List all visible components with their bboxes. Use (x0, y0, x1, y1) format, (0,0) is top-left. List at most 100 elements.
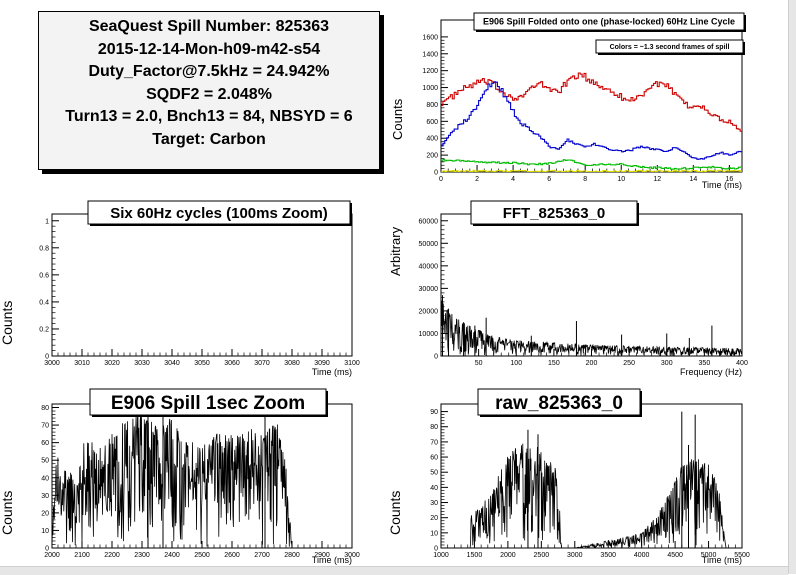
y-tick-label: 40 (430, 485, 438, 492)
series-line (441, 72, 742, 132)
y-tick-label: 1000 (422, 85, 438, 92)
y-tick-label: 0.4 (39, 299, 49, 306)
x-tick-label: 2400 (164, 552, 180, 559)
target: Target: Carbon (152, 130, 266, 148)
y-tick-label: 10 (430, 530, 438, 537)
x-tick-label: 1500 (467, 552, 483, 559)
window-edge-right (788, 0, 796, 574)
title-box (477, 388, 641, 416)
x-tick-label: 6 (547, 176, 551, 183)
x-tick-label: 3020 (104, 360, 120, 367)
y-tick-label: 200 (426, 153, 438, 160)
y-tick-label: 60 (430, 455, 438, 462)
y-tick-label: 20 (41, 510, 49, 517)
y-tick-label: 50 (430, 470, 438, 477)
series-trace (441, 300, 742, 356)
plot-frame (440, 213, 743, 357)
y-tick-label: 0.2 (39, 326, 49, 333)
y-tick-label: 1600 (422, 34, 438, 41)
x-tick-label: 2100 (74, 552, 90, 559)
chart-fft: 0 10000 20000 30000 40000 50000 60000 50 100 150 2… (388, 200, 748, 377)
chart-folded: 0 200 400 600 800 1000 1200 1400 1600 0 2 4 6 8 10 12 14… (390, 12, 746, 190)
x-tick-label: 10 (617, 176, 625, 183)
y-tick-label: 60000 (419, 218, 439, 225)
x-tick-label: 200 (586, 360, 598, 367)
x-tick-label: 350 (699, 360, 711, 367)
y-tick-label: 50 (41, 458, 49, 465)
y-tick-label: 20000 (419, 308, 439, 315)
spill-number: SeaQuest Spill Number: 825363 (88, 18, 330, 35)
x-tick-label: 12 (653, 176, 661, 183)
sqdf2: SQDF2 = 2.048% (146, 85, 272, 103)
y-tick-label: 600 (426, 119, 438, 126)
x-tick-label: 3040 (164, 360, 180, 367)
y-tick-label: 80 (41, 405, 49, 412)
title-box (89, 388, 327, 416)
x-tick-label: 4500 (667, 552, 683, 559)
series-line (441, 81, 742, 160)
x-tick-label: 8 (583, 176, 587, 183)
y-tick-label: 30000 (419, 286, 439, 293)
title-box (87, 200, 351, 225)
x-tick-label: 16 (725, 176, 733, 183)
x-axis-title: Frequency (Hz) (680, 367, 742, 377)
x-tick-label: 14 (689, 176, 697, 183)
y-tick-label: 90 (430, 409, 438, 416)
y-axis-title: Counts (0, 301, 15, 345)
duty-factor: Duty_Factor@7.5kHz = 24.942% (88, 63, 330, 80)
x-tick-label: 3100 (344, 360, 360, 367)
y-tick-label: 0.8 (39, 245, 49, 252)
x-tick-label: 2200 (104, 552, 120, 559)
x-tick-label: 2500 (534, 552, 550, 559)
y-tick-label: 1200 (422, 68, 438, 75)
y-tick-label: 800 (426, 102, 438, 109)
plot-frame (51, 213, 353, 357)
x-tick-label: 2000 (44, 552, 60, 559)
x-tick-label: 1000 (433, 552, 449, 559)
x-tick-label: 2300 (134, 552, 150, 559)
y-tick-label: 60 (41, 440, 49, 447)
y-tick-label: 10 (41, 528, 49, 535)
y-tick-label: 30 (430, 500, 438, 507)
y-axis-title: Counts (387, 491, 403, 535)
y-tick-label: 1400 (422, 51, 438, 58)
series-line (441, 169, 742, 172)
x-tick-label: 2600 (224, 552, 240, 559)
x-tick-label: 2000 (500, 552, 516, 559)
x-tick-label: 3010 (74, 360, 90, 367)
x-tick-label: 3090 (314, 360, 330, 367)
y-tick-label: 0 (434, 354, 438, 361)
y-tick-label: 400 (426, 136, 438, 143)
spill-info-box: SeaQuest Spill Number: 825363 2015-12-14… (38, 11, 380, 170)
y-axis-title: Counts (390, 98, 405, 140)
x-tick-label: 150 (548, 360, 560, 367)
y-tick-label: 40000 (419, 263, 439, 270)
chart-title: FFT_825363_0 (503, 205, 606, 222)
y-tick-label: 20 (430, 515, 438, 522)
annotation-box (595, 39, 744, 54)
x-tick-label: 2500 (194, 552, 210, 559)
y-tick-label: 70 (430, 439, 438, 446)
turn-bunch: Turn13 = 2.0, Bnch13 = 84, NBSYD = 6 (65, 108, 353, 125)
chart-raw: 0 10 20 30 40 50 60 70 80 90 1000 1500 2000 2500 3000 3… (387, 388, 750, 565)
y-tick-label: 10000 (419, 331, 439, 338)
x-tick-label: 0 (439, 176, 443, 183)
x-tick-label: 100 (510, 360, 522, 367)
x-tick-label: 300 (661, 360, 673, 367)
x-tick-label: 3030 (134, 360, 150, 367)
y-tick-label: 40 (41, 475, 49, 482)
y-tick-label: 0 (434, 170, 438, 177)
x-tick-label: 2700 (254, 552, 270, 559)
x-tick-label: 4000 (634, 552, 650, 559)
x-axis-title: Time (ms) (312, 555, 352, 565)
x-tick-label: 3050 (194, 360, 210, 367)
chart-title: Six 60Hz cycles (100ms Zoom) (110, 205, 328, 222)
chart-six60: 0 0.2 0.4 0.6 0.8 1 3000 3010 3020 3030 3040 3050 30… (0, 200, 360, 377)
x-tick-label: 3000 (44, 360, 60, 367)
chart-title: E906 Spill 1sec Zoom (111, 393, 305, 414)
chart-zoom1s: 0 10 20 30 40 50 60 70 80 2000 2100 2200 2300 2400 250… (0, 388, 360, 565)
window-edge-bottom (0, 566, 788, 575)
x-tick-label: 3070 (254, 360, 270, 367)
spill-date: 2015-12-14-Mon-h09-m42-s54 (97, 40, 321, 58)
